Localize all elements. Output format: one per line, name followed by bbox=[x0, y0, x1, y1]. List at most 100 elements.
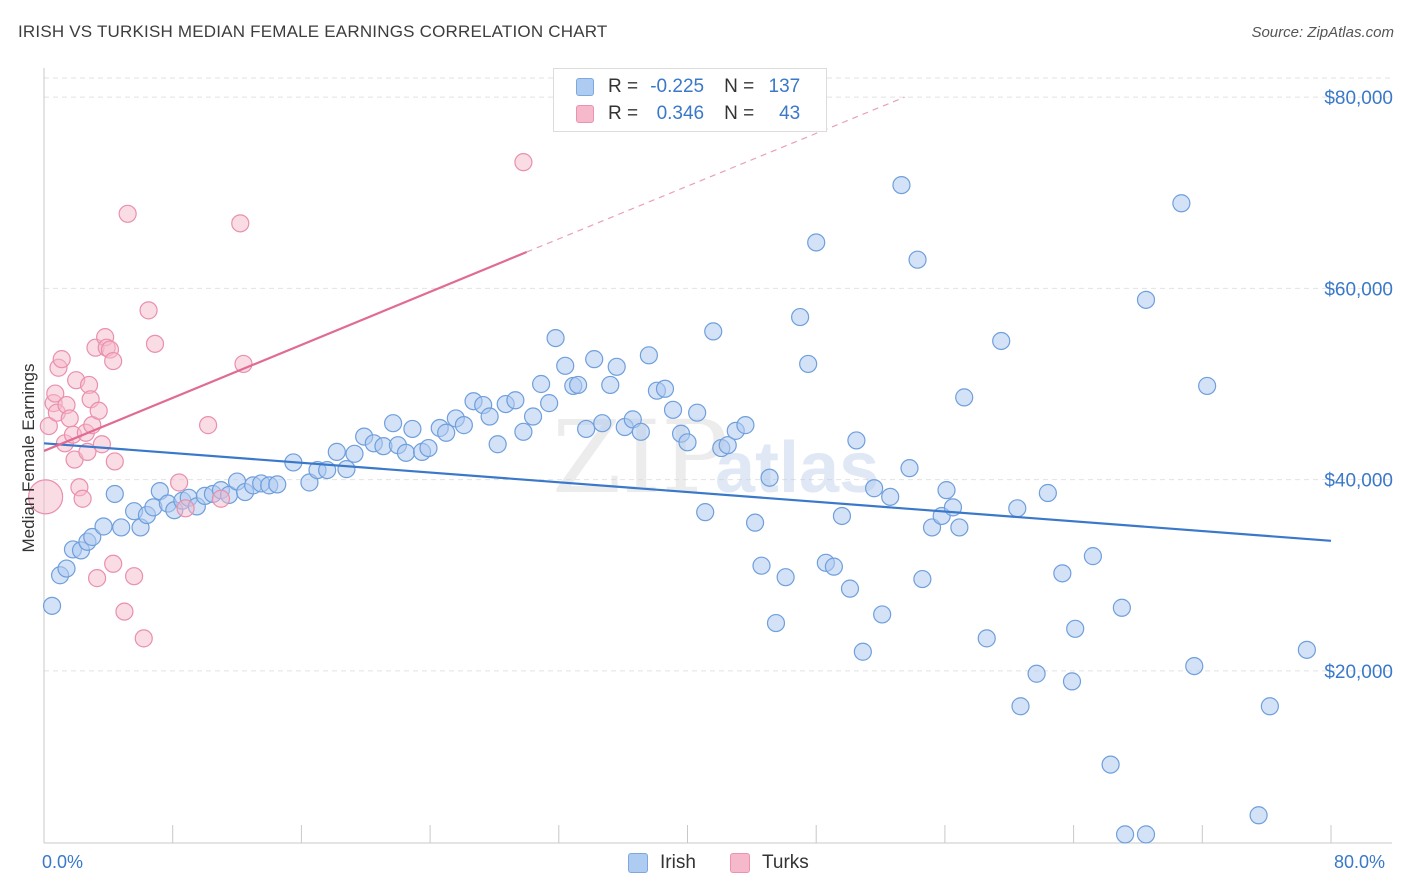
turks-point bbox=[124, 567, 144, 586]
series-turks bbox=[28, 153, 533, 648]
irish-point bbox=[704, 322, 723, 341]
turks-point bbox=[115, 602, 134, 621]
legend-row-turks: R = 0.346 N = 43 bbox=[576, 101, 800, 127]
irish-point bbox=[977, 629, 996, 648]
legend-row-irish: R = -0.225 N = 137 bbox=[576, 74, 800, 100]
irish-point bbox=[1101, 755, 1120, 774]
irish-point bbox=[639, 346, 658, 365]
irish-point bbox=[791, 307, 810, 327]
irish-point bbox=[506, 391, 525, 410]
irish-point bbox=[1297, 640, 1316, 659]
r-value-irish: -0.225 bbox=[650, 76, 705, 97]
r-value-turks: 0.346 bbox=[656, 103, 705, 124]
irish-point bbox=[1083, 547, 1103, 566]
turks-point bbox=[104, 351, 123, 371]
turks-point bbox=[145, 334, 165, 353]
legend-label-turks: Turks bbox=[762, 852, 809, 873]
irish-point bbox=[865, 479, 884, 498]
irish-point bbox=[766, 613, 786, 633]
irish-point bbox=[396, 443, 416, 462]
turks-trend-line bbox=[43, 251, 528, 452]
turks-point bbox=[211, 489, 231, 508]
turks-point bbox=[514, 153, 533, 172]
y-tick-label: $20,000 bbox=[1324, 662, 1393, 683]
irish-point bbox=[1027, 664, 1046, 683]
irish-point bbox=[950, 518, 969, 537]
irish-point bbox=[94, 517, 113, 536]
irish-point bbox=[1136, 825, 1156, 844]
irish-point bbox=[760, 468, 779, 487]
turks-point bbox=[234, 354, 253, 374]
irish-point bbox=[873, 605, 892, 624]
irish-point bbox=[105, 484, 124, 504]
irish-point bbox=[1249, 806, 1268, 825]
irish-point bbox=[1172, 194, 1191, 213]
r-label: R = bbox=[608, 103, 639, 124]
irish-point bbox=[937, 481, 956, 500]
irish-point bbox=[593, 414, 612, 433]
irish-point bbox=[718, 436, 737, 455]
turks-point bbox=[104, 554, 123, 573]
turks-point bbox=[60, 409, 79, 428]
irish-point bbox=[1185, 656, 1204, 676]
source-label: Source: ZipAtlas.com bbox=[1251, 24, 1394, 41]
irish-point bbox=[900, 459, 919, 478]
y-tick-label: $60,000 bbox=[1324, 279, 1393, 300]
x-tick-min: 0.0% bbox=[42, 852, 84, 872]
irish-point bbox=[546, 329, 565, 348]
irish-point bbox=[1112, 598, 1131, 617]
irish-point bbox=[799, 354, 818, 374]
irish-point bbox=[881, 487, 900, 506]
correlation-legend: R = -0.225 N = 137 R = 0.346 N = 43 bbox=[553, 68, 827, 132]
y-tick-labels: $20,000 $40,000 $60,000 $80,000 bbox=[1324, 88, 1393, 683]
y-tick-label: $80,000 bbox=[1324, 88, 1393, 109]
irish-point bbox=[1115, 825, 1135, 844]
turks-point bbox=[231, 214, 250, 233]
irish-point bbox=[569, 375, 588, 395]
turks-point bbox=[28, 479, 64, 515]
n-value-irish: 137 bbox=[768, 76, 801, 97]
turks-point bbox=[139, 301, 158, 320]
turks-point bbox=[89, 401, 108, 420]
irish-point bbox=[832, 506, 852, 526]
irish-point bbox=[532, 374, 551, 394]
turks-point bbox=[170, 473, 189, 492]
irish-point bbox=[540, 394, 559, 413]
y-tick-label: $40,000 bbox=[1324, 471, 1393, 492]
irish-point bbox=[345, 444, 364, 463]
irish-point bbox=[1008, 499, 1027, 518]
irish-point bbox=[337, 460, 356, 479]
irish-point bbox=[655, 379, 675, 398]
irish-point bbox=[1066, 619, 1085, 638]
turks-point bbox=[105, 452, 124, 471]
irish-point bbox=[601, 375, 620, 395]
irish-trend-line bbox=[43, 442, 1332, 542]
n-label: N = bbox=[724, 103, 755, 124]
irish-point bbox=[840, 579, 860, 598]
legend-label-irish: Irish bbox=[660, 852, 696, 873]
irish-point bbox=[514, 422, 533, 441]
irish-point bbox=[992, 331, 1011, 351]
gridlines bbox=[44, 77, 1392, 672]
irish-point bbox=[853, 642, 872, 661]
irish-point bbox=[268, 475, 287, 494]
axes bbox=[43, 68, 1392, 844]
irish-point bbox=[631, 422, 650, 441]
irish-point bbox=[776, 568, 795, 587]
legend-item-turks: Turks bbox=[730, 852, 809, 874]
turks-point bbox=[118, 204, 137, 223]
irish-point bbox=[556, 356, 575, 375]
irish-point bbox=[745, 513, 765, 532]
irish-point bbox=[696, 503, 715, 522]
turks-point bbox=[39, 416, 58, 436]
irish-point bbox=[1260, 697, 1279, 716]
irish-point bbox=[688, 403, 707, 422]
irish-point bbox=[955, 388, 974, 407]
turks-point bbox=[92, 435, 112, 454]
turks-swatch-icon bbox=[576, 105, 594, 123]
irish-point bbox=[1038, 483, 1057, 503]
turks-point bbox=[46, 384, 65, 403]
legend-item-irish: Irish bbox=[628, 852, 696, 874]
irish-point bbox=[1198, 376, 1217, 396]
